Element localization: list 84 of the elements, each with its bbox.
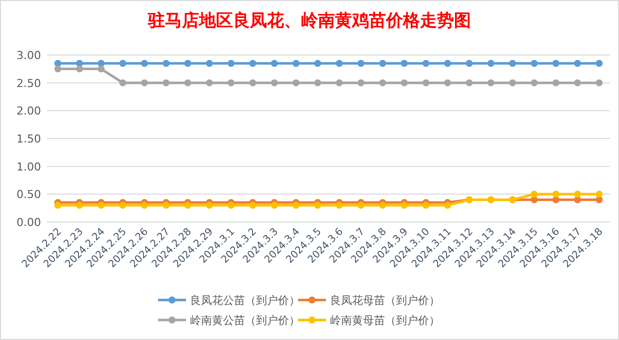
y-tick-label: 0.50: [16, 188, 41, 202]
point: [249, 79, 256, 86]
point: [76, 65, 83, 72]
point: [530, 60, 538, 67]
point: [357, 202, 364, 209]
point: [336, 79, 343, 86]
point: [336, 202, 343, 209]
point: [574, 60, 582, 67]
point: [552, 60, 560, 67]
point: [336, 60, 343, 67]
point: [466, 79, 473, 86]
point: [314, 202, 322, 209]
point: [466, 60, 473, 67]
point: [54, 202, 62, 209]
point: [184, 79, 192, 86]
point: [379, 60, 386, 67]
y-tick-label: 0.00: [16, 216, 41, 229]
y-tick-label: 1.50: [16, 132, 41, 146]
point: [140, 79, 148, 86]
y-tick-label: 2.50: [16, 76, 41, 90]
point: [249, 202, 256, 209]
point: [509, 60, 516, 67]
point: [184, 202, 192, 209]
point: [270, 60, 278, 67]
legend-label: 良凤花公苗（到户价）: [190, 294, 300, 307]
point: [379, 79, 386, 86]
point: [119, 202, 126, 209]
point: [487, 79, 494, 86]
point: [530, 190, 538, 198]
point: [314, 79, 322, 86]
point: [444, 202, 452, 209]
point: [314, 60, 322, 67]
point: [292, 60, 300, 67]
y-tick-label: 3.00: [16, 49, 41, 62]
point: [357, 79, 364, 86]
point: [552, 190, 560, 198]
point: [162, 202, 170, 209]
point: [574, 190, 582, 198]
point: [162, 79, 170, 86]
point: [444, 60, 452, 67]
point: [270, 202, 278, 209]
point: [292, 79, 300, 86]
point: [249, 60, 256, 67]
point: [509, 79, 516, 86]
point: [596, 190, 603, 198]
chart-title: 驻马店地区良凤花、岭南黄鸡苗价格走势图: [147, 11, 471, 31]
point: [54, 65, 62, 72]
point: [400, 202, 408, 209]
y-tick-label: 2.00: [16, 104, 41, 118]
point: [119, 60, 126, 67]
point: [292, 202, 300, 209]
point: [162, 60, 170, 67]
point: [379, 202, 386, 209]
point: [596, 60, 603, 67]
point: [206, 79, 213, 86]
point: [98, 202, 105, 209]
point: [228, 79, 235, 86]
point: [422, 60, 430, 67]
legend-label: 岭南黄公苗（到户价）: [190, 314, 300, 327]
y-tick-label: 1.00: [16, 160, 41, 174]
point: [206, 202, 213, 209]
point: [119, 79, 126, 86]
point: [444, 79, 452, 86]
point: [206, 60, 213, 67]
point: [357, 60, 364, 67]
point: [574, 79, 582, 86]
point: [596, 79, 603, 86]
point: [530, 79, 538, 86]
point: [98, 65, 105, 72]
point: [228, 202, 235, 209]
point: [140, 60, 148, 67]
point: [140, 202, 148, 209]
legend-label: 良凤花母苗（到户价）: [330, 294, 440, 307]
point: [487, 60, 494, 67]
legend-label: 岭南黄母苗（到户价）: [330, 314, 440, 327]
point: [270, 79, 278, 86]
point: [552, 79, 560, 86]
point: [76, 202, 83, 209]
point: [422, 202, 430, 209]
point: [422, 79, 430, 86]
point: [400, 79, 408, 86]
point: [400, 60, 408, 67]
point: [228, 60, 235, 67]
point: [184, 60, 192, 67]
